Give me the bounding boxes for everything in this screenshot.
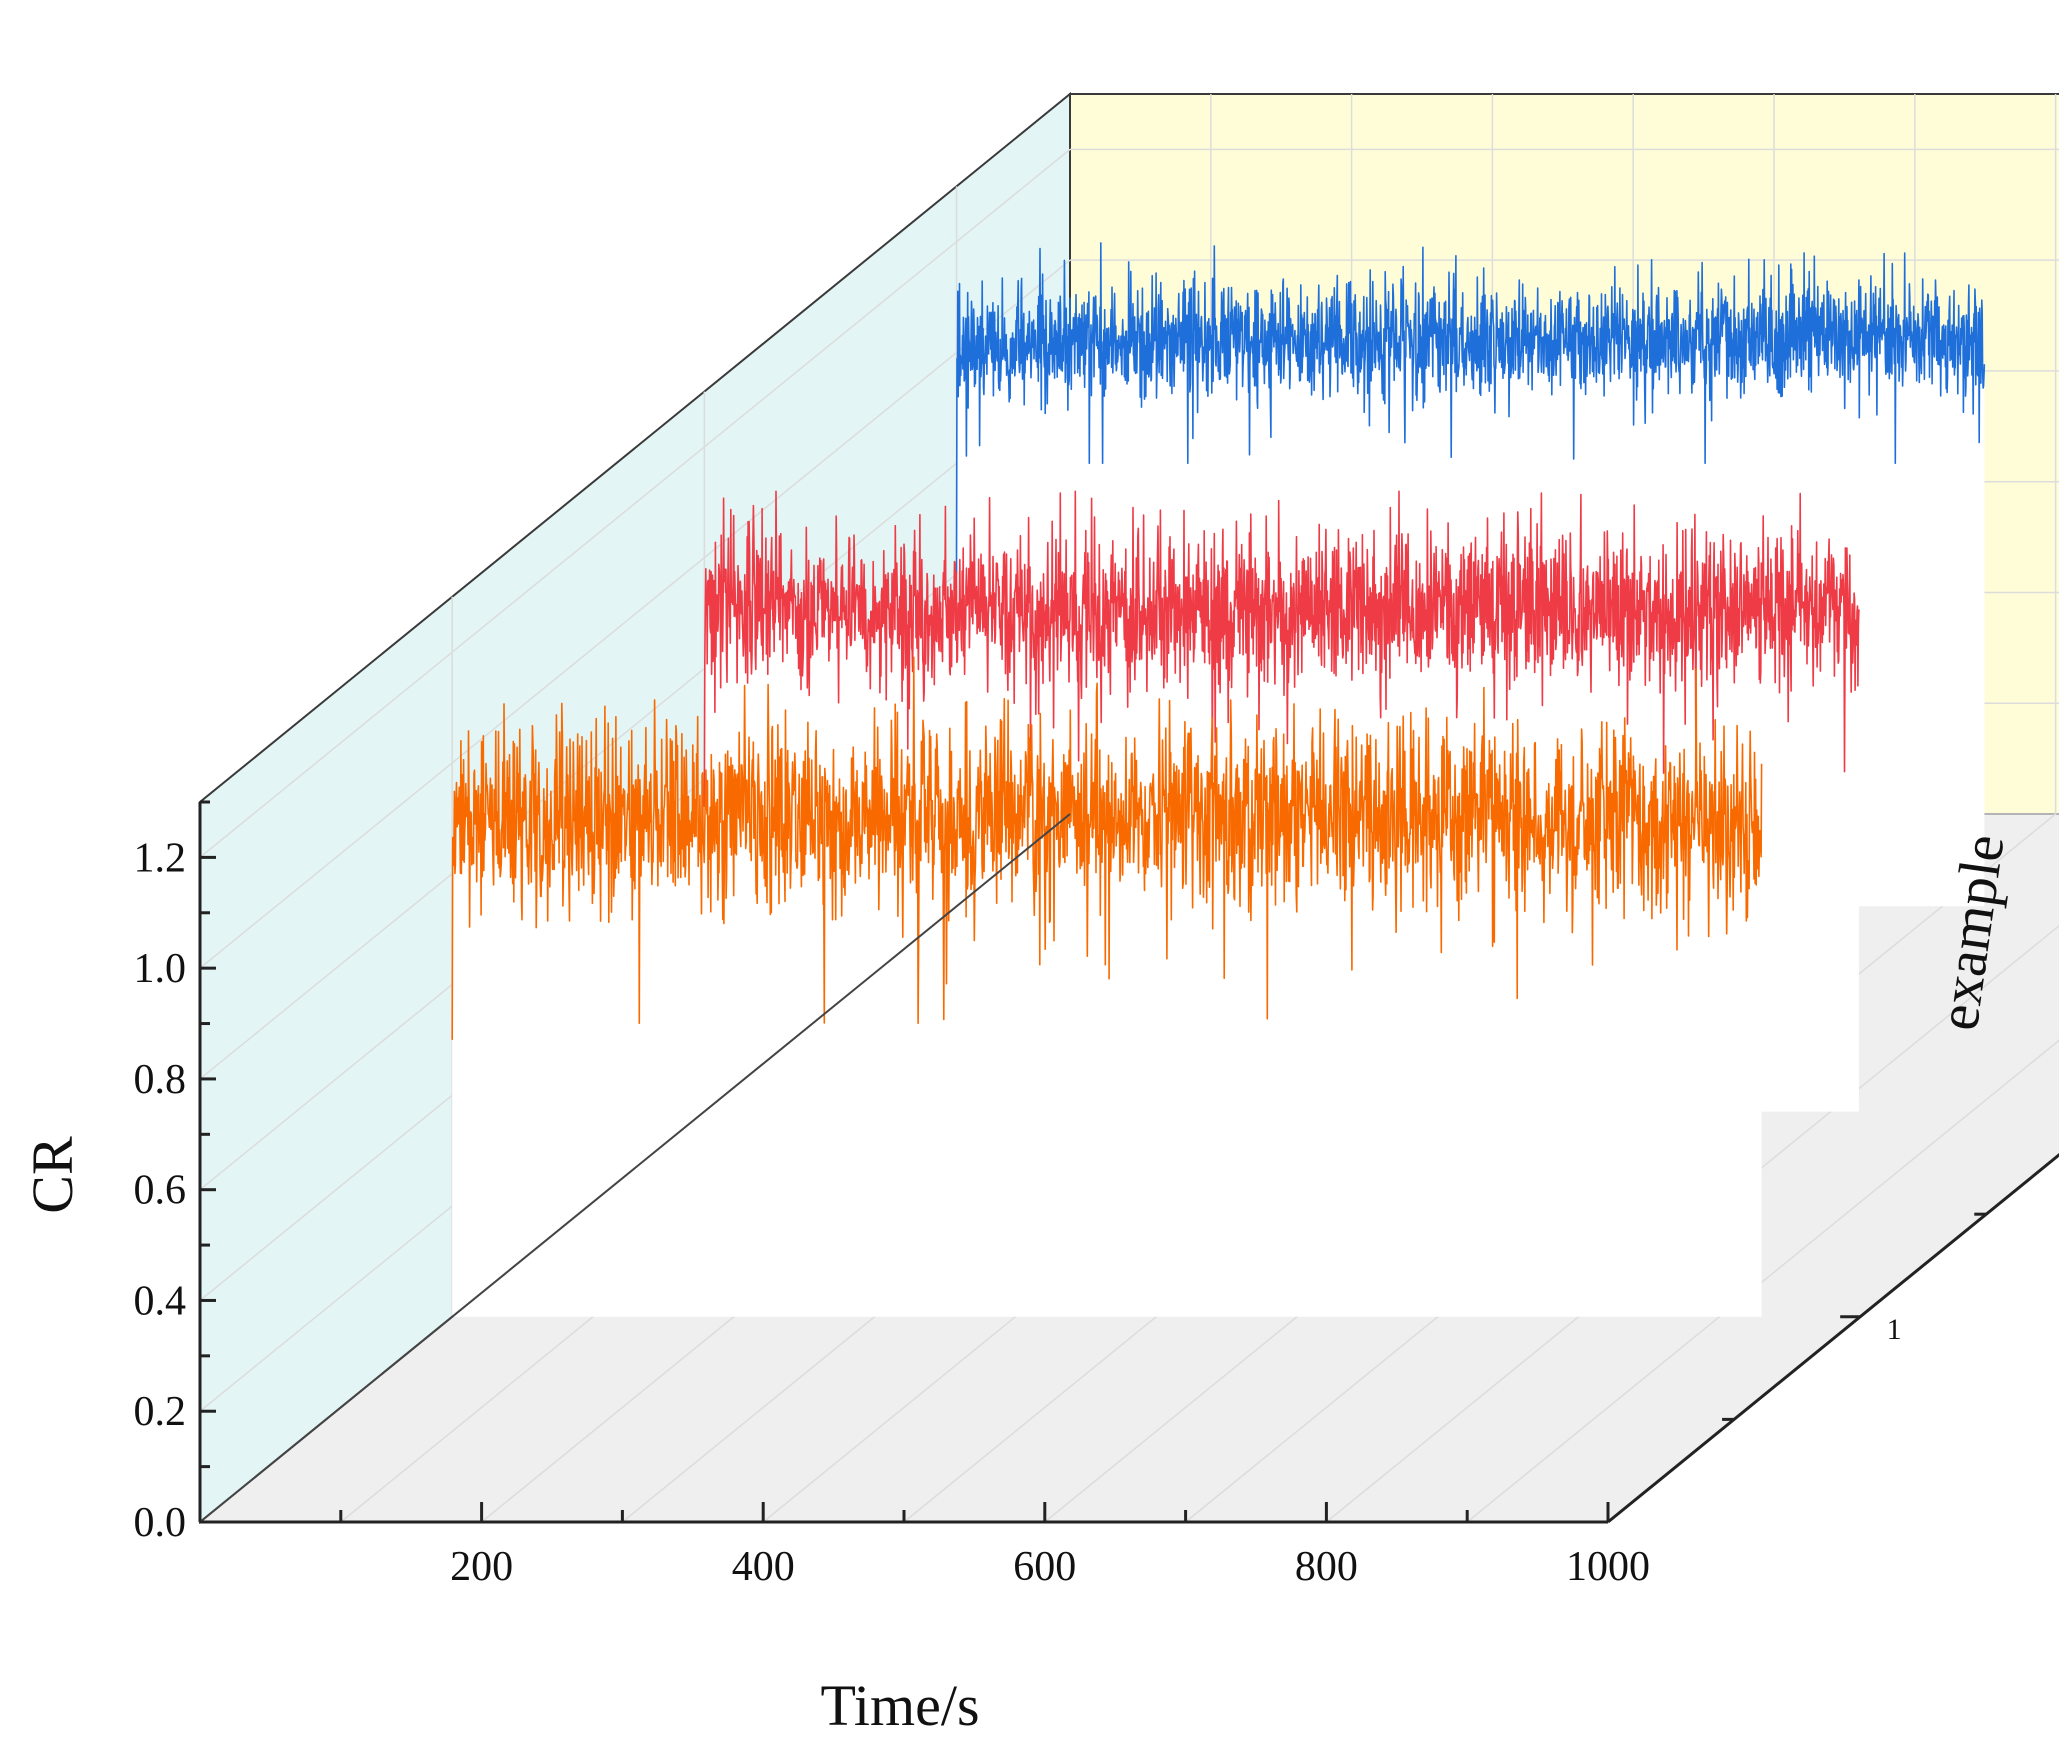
z-tick-label: 1	[1887, 1313, 1902, 1346]
series-2-line	[703, 490, 1860, 807]
x-axis-title: Time/s	[820, 1673, 979, 1738]
series-group	[451, 242, 1986, 1317]
series-1-line	[451, 656, 1763, 1040]
y-tick-label: 1.2	[134, 835, 187, 881]
y-tick-label: 0.8	[134, 1057, 187, 1103]
y-tick-label: 0.0	[134, 1500, 187, 1546]
x-tick-label: 800	[1295, 1544, 1358, 1590]
side-wall-gridline	[199, 370, 1071, 1080]
x-tick-label: 600	[1013, 1544, 1076, 1590]
chart-axes: 0.00.20.40.60.81.01.22004006008001000123	[134, 800, 2059, 1590]
side-wall-gridline	[199, 259, 1071, 969]
y-axis-title: CR	[20, 1136, 85, 1214]
floor-gridline	[1466, 1039, 2059, 1523]
y-tick-label: 1.0	[134, 946, 187, 992]
floor-left-edge	[199, 813, 1071, 1523]
y-tick-label: 0.2	[134, 1389, 187, 1435]
x-tick-label: 400	[732, 1544, 795, 1590]
side-wall-gridline	[199, 148, 1071, 858]
z-axis-line	[1607, 1153, 2059, 1524]
series-1	[451, 656, 1763, 1317]
y-tick-label: 0.4	[134, 1278, 187, 1324]
x-tick-label: 1000	[1566, 1544, 1650, 1590]
series-3-line	[955, 242, 1986, 575]
x-tick-label: 200	[450, 1544, 513, 1590]
y-tick-label: 0.6	[134, 1168, 187, 1214]
